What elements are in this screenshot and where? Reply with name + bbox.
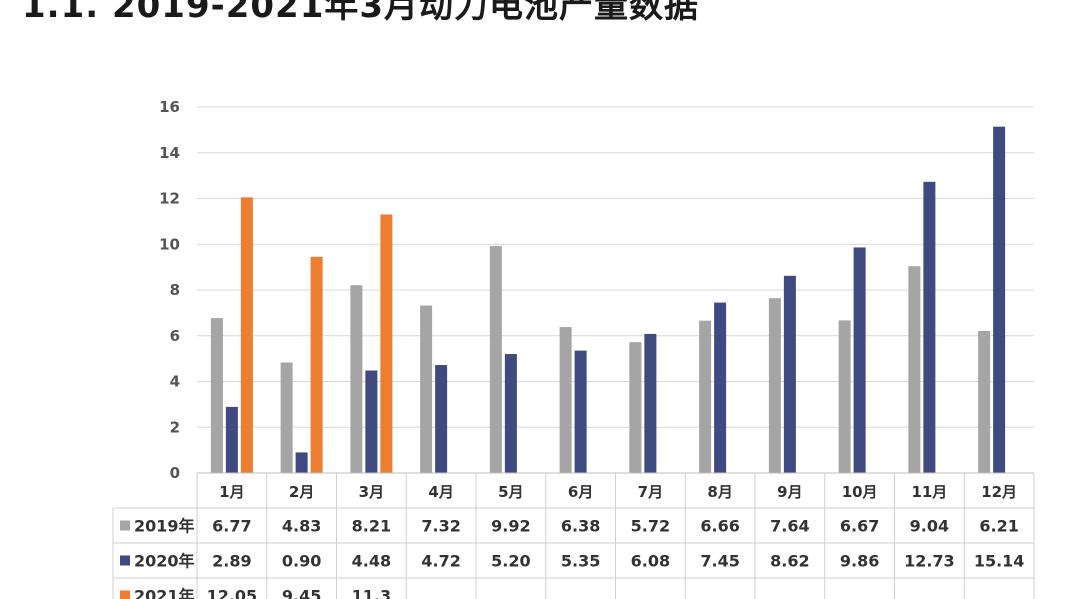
bar-2019年-12月	[978, 330, 991, 473]
bar-2020年-3月	[365, 370, 378, 473]
bar-2019年-11月	[908, 266, 921, 473]
data-label: 6.08	[631, 552, 670, 571]
data-label: 15.14	[974, 552, 1025, 571]
data-label: 6.77	[212, 517, 251, 536]
bar-2019年-9月	[768, 298, 781, 473]
legend-label: 2021年	[134, 587, 195, 599]
x-category-label: 9月	[777, 483, 802, 501]
data-label: 12.05	[207, 587, 258, 599]
y-tick-label: 4	[170, 373, 180, 391]
x-category-label: 10月	[842, 483, 878, 501]
data-label: 4.83	[282, 517, 321, 536]
data-label: 9.86	[840, 552, 879, 571]
legend-label: 2019年	[134, 517, 195, 536]
data-label: 2.89	[212, 552, 251, 571]
y-tick-label: 12	[159, 190, 180, 208]
y-tick-label: 0	[170, 464, 180, 482]
y-tick-label: 2	[170, 418, 180, 436]
bar-2020年-2月	[295, 452, 308, 473]
legend-key-2019年	[120, 520, 130, 531]
x-category-label: 1月	[219, 483, 244, 501]
y-tick-label: 14	[159, 144, 180, 162]
x-category-label: 3月	[359, 483, 384, 501]
data-label: 7.45	[700, 552, 739, 571]
data-label: 0.90	[282, 552, 321, 571]
data-label: 5.20	[491, 552, 530, 571]
x-category-label: 11月	[911, 483, 947, 501]
bar-2019年-2月	[280, 362, 293, 473]
data-label: 11.3	[352, 587, 391, 599]
bar-2019年-3月	[350, 285, 363, 473]
data-label: 7.64	[770, 517, 809, 536]
x-category-label: 2月	[289, 483, 314, 501]
bar-2019年-1月	[210, 318, 223, 473]
legend-label: 2020年	[134, 552, 195, 571]
bar-2019年-6月	[559, 327, 572, 473]
bar-2020年-4月	[435, 365, 448, 473]
data-label: 5.72	[631, 517, 670, 536]
page-title: 1.1. 2019-2021年3月动力电池产量数据	[22, 0, 700, 26]
bar-2020年-1月	[225, 406, 238, 473]
x-category-label: 7月	[638, 483, 663, 501]
bar-2020年-9月	[783, 275, 796, 473]
data-label: 4.72	[421, 552, 460, 571]
bar-2021年-1月	[240, 197, 253, 473]
data-label: 6.21	[979, 517, 1018, 536]
legend-key-2020年	[120, 555, 130, 566]
bar-2020年-8月	[714, 302, 727, 473]
data-label: 9.45	[282, 587, 321, 599]
bar-2020年-10月	[853, 247, 866, 473]
x-category-label: 12月	[981, 483, 1017, 501]
legend-key-2021年	[120, 590, 130, 599]
data-label: 6.66	[700, 517, 739, 536]
bar-2020年-11月	[923, 181, 936, 473]
x-category-label: 6月	[568, 483, 593, 501]
data-label: 12.73	[904, 552, 955, 571]
x-category-label: 4月	[428, 483, 453, 501]
bar-2019年-5月	[489, 246, 502, 473]
bar-2021年-2月	[310, 256, 323, 473]
data-label: 9.92	[491, 517, 530, 536]
bar-2020年-12月	[993, 126, 1006, 474]
bar-2019年-10月	[838, 320, 851, 473]
y-tick-label: 16	[159, 98, 180, 116]
bar-2020年-6月	[574, 350, 587, 473]
x-category-label: 5月	[498, 483, 523, 501]
data-label: 6.38	[561, 517, 600, 536]
data-label: 5.35	[561, 552, 600, 571]
x-category-label: 8月	[707, 483, 732, 501]
bar-2019年-4月	[420, 305, 433, 473]
data-label: 9.04	[910, 517, 949, 536]
data-label: 8.62	[770, 552, 809, 571]
bar-2019年-8月	[699, 320, 712, 473]
data-label: 8.21	[352, 517, 391, 536]
data-label: 4.48	[352, 552, 391, 571]
data-label: 6.67	[840, 517, 879, 536]
y-tick-label: 6	[170, 327, 180, 345]
bar-2020年-5月	[504, 354, 517, 473]
y-tick-label: 8	[170, 281, 180, 299]
bar-2021年-3月	[380, 214, 393, 473]
bar-2019年-7月	[629, 342, 642, 473]
bar-2020年-7月	[644, 333, 657, 473]
y-tick-label: 10	[159, 235, 180, 253]
data-label: 7.32	[421, 517, 460, 536]
